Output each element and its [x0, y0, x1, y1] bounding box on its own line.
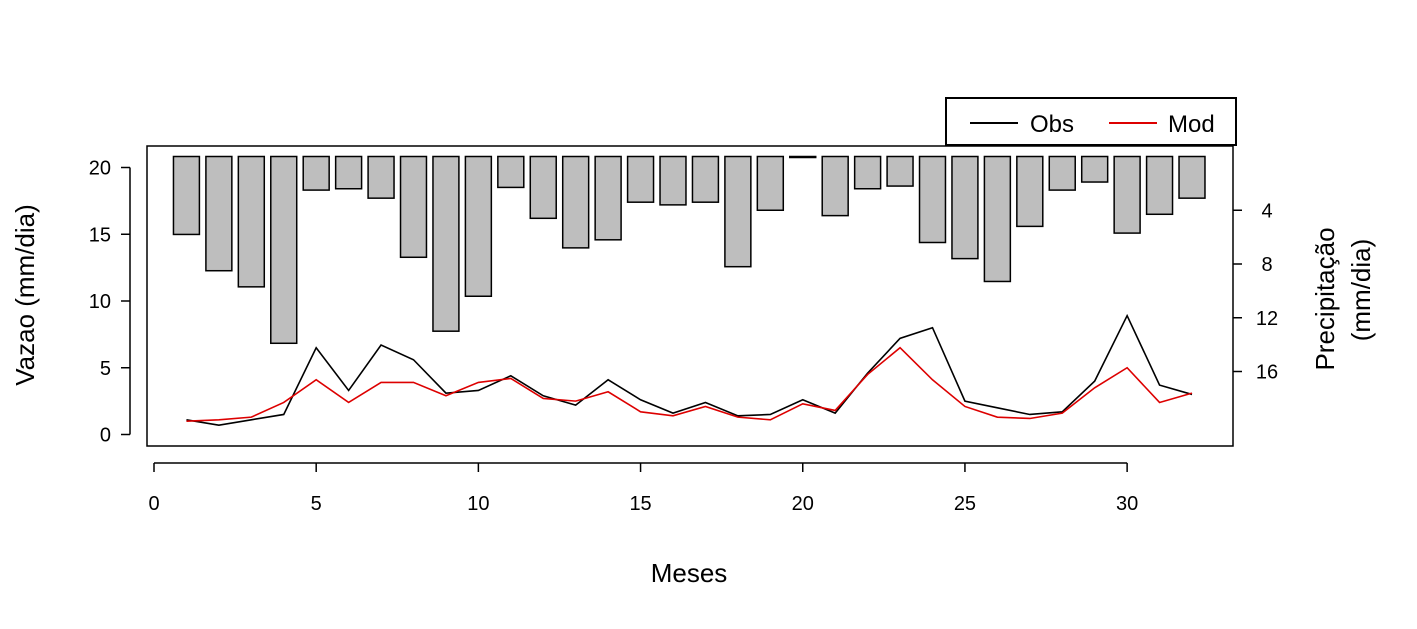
- precip-bar: [399, 155, 428, 259]
- y2-tick-label: 12: [1256, 308, 1278, 330]
- precip-bar: [594, 155, 622, 241]
- precip-bar: [529, 155, 557, 220]
- legend-label-obs: Obs: [1030, 111, 1074, 138]
- axes: 0 5 10 15 20 25 30 0 5 10 15 20 4 8 12 16: [89, 145, 1278, 515]
- precip-bar: [983, 155, 1012, 283]
- plot-frame: [146, 145, 1234, 447]
- x-tick-label: 5: [311, 493, 322, 515]
- precip-bar: [464, 155, 493, 297]
- precip-bar: [756, 155, 785, 211]
- precip-bar: [659, 155, 687, 206]
- precip-bar: [237, 155, 266, 288]
- precip-bar: [1016, 155, 1044, 228]
- precip-bar: [724, 155, 752, 268]
- precip-bar: [302, 155, 330, 191]
- precip-bar: [1113, 155, 1141, 234]
- y-tick-label: 10: [89, 291, 111, 313]
- x-axis-title: Meses: [651, 558, 728, 588]
- precip-bar: [853, 155, 882, 190]
- precip-bar: [1048, 155, 1076, 191]
- precip-bar: [205, 155, 233, 272]
- y2-axis-title-line2: (mm/dia): [1346, 239, 1376, 342]
- series-line-obs: [186, 313, 1193, 426]
- x-tick-label: 25: [954, 493, 976, 515]
- y2-axis-title-line1: Precipitação: [1310, 227, 1340, 370]
- y2-tick-label: 4: [1261, 200, 1272, 222]
- precip-bar: [789, 155, 817, 159]
- y-tick-label: 0: [100, 425, 111, 447]
- precip-bar: [1080, 155, 1109, 183]
- precip-bar: [172, 155, 201, 236]
- legend-box: [945, 97, 1237, 146]
- y-tick-label: 15: [89, 224, 111, 246]
- precip-bar: [918, 155, 947, 244]
- precip-bar: [821, 155, 849, 217]
- y2-tick-label: 16: [1256, 362, 1278, 384]
- x-tick-label: 15: [629, 493, 651, 515]
- series-line-mod: [186, 346, 1193, 422]
- x-tick-label: 10: [467, 493, 489, 515]
- legend: Obs Mod: [945, 97, 1237, 146]
- x-tick-label: 20: [792, 493, 814, 515]
- plot-area: [172, 155, 1206, 426]
- precip-bar: [497, 155, 525, 189]
- precip-bar: [951, 155, 979, 260]
- x-tick-label: 30: [1116, 493, 1138, 515]
- y2-tick-label: 8: [1261, 254, 1272, 276]
- y-tick-label: 5: [100, 358, 111, 380]
- precip-bar: [334, 155, 363, 190]
- y-tick-label: 20: [89, 158, 111, 180]
- precip-bar: [561, 155, 590, 249]
- precip-bar: [626, 155, 655, 203]
- precip-bar: [432, 155, 460, 332]
- precip-bar: [691, 155, 720, 203]
- x-tick-label: 0: [148, 493, 159, 515]
- precip-bar: [367, 155, 395, 199]
- precip-bar: [270, 155, 298, 345]
- precip-bar: [886, 155, 914, 187]
- precip-bar: [1178, 155, 1206, 199]
- y-axis-title: Vazao (mm/dia): [10, 204, 40, 386]
- legend-label-mod: Mod: [1168, 111, 1215, 138]
- precip-bar: [1145, 155, 1174, 216]
